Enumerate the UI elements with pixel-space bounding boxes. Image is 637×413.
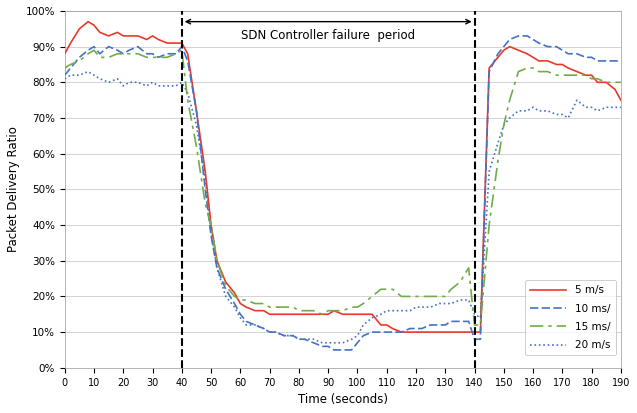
10 ms/ (515, 33, 522, 38)
Y-axis label: Packet Delivery Ratio: Packet Delivery Ratio (7, 126, 20, 252)
5 m/s (617, 98, 625, 103)
20 m/s (260, 326, 268, 331)
20 m/s (84, 69, 92, 74)
20 m/s (178, 80, 185, 85)
5 m/s (178, 40, 185, 45)
10 ms/ (330, 347, 338, 352)
20 m/s (617, 105, 625, 110)
15 ms/ (260, 301, 268, 306)
15 ms/ (178, 48, 185, 53)
20 m/s (61, 76, 69, 81)
10 ms/ (301, 337, 308, 342)
15 ms/ (471, 323, 478, 328)
20 m/s (295, 337, 303, 342)
10 ms/ (251, 323, 259, 328)
Text: SDN Controller failure  period: SDN Controller failure period (241, 29, 415, 43)
15 ms/ (251, 301, 259, 306)
15 ms/ (61, 66, 69, 71)
5 m/s (84, 19, 92, 24)
Line: 10 ms/: 10 ms/ (65, 36, 621, 350)
Line: 15 ms/: 15 ms/ (65, 50, 621, 325)
15 ms/ (310, 308, 317, 313)
Legend: 5 m/s, 10 ms/, 15 ms/, 20 m/s: 5 m/s, 10 ms/, 15 ms/, 20 m/s (525, 280, 615, 356)
10 ms/ (243, 319, 250, 324)
Line: 20 m/s: 20 m/s (65, 71, 621, 343)
20 m/s (318, 340, 326, 345)
20 m/s (383, 308, 390, 313)
5 m/s (377, 323, 385, 328)
15 ms/ (295, 308, 303, 313)
15 ms/ (377, 287, 385, 292)
5 m/s (295, 312, 303, 317)
10 ms/ (377, 330, 385, 335)
5 m/s (61, 51, 69, 56)
10 ms/ (289, 333, 297, 338)
15 ms/ (617, 80, 625, 85)
Line: 5 m/s: 5 m/s (65, 21, 621, 332)
10 ms/ (617, 58, 625, 63)
X-axis label: Time (seconds): Time (seconds) (297, 393, 388, 406)
20 m/s (310, 337, 317, 342)
15 ms/ (90, 48, 98, 53)
20 m/s (251, 323, 259, 328)
5 m/s (397, 330, 405, 335)
10 ms/ (172, 51, 180, 56)
5 m/s (310, 312, 317, 317)
10 ms/ (61, 73, 69, 78)
5 m/s (260, 308, 268, 313)
5 m/s (251, 308, 259, 313)
